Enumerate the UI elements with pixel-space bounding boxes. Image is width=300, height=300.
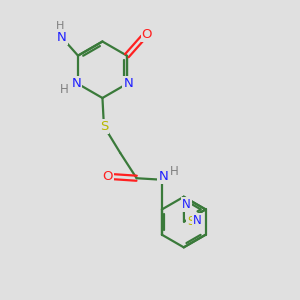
Text: N: N xyxy=(57,31,67,44)
Text: H: H xyxy=(170,165,179,178)
Text: H: H xyxy=(56,21,64,31)
Text: O: O xyxy=(103,170,113,183)
Text: N: N xyxy=(72,77,81,90)
Text: N: N xyxy=(124,77,133,90)
Text: S: S xyxy=(187,215,194,228)
Text: N: N xyxy=(193,214,202,226)
Text: N: N xyxy=(158,170,168,183)
Text: H: H xyxy=(54,21,63,34)
Text: H: H xyxy=(60,83,69,96)
Text: N: N xyxy=(182,198,190,211)
Text: O: O xyxy=(142,28,152,41)
Text: S: S xyxy=(100,120,108,133)
Text: N: N xyxy=(57,31,67,44)
